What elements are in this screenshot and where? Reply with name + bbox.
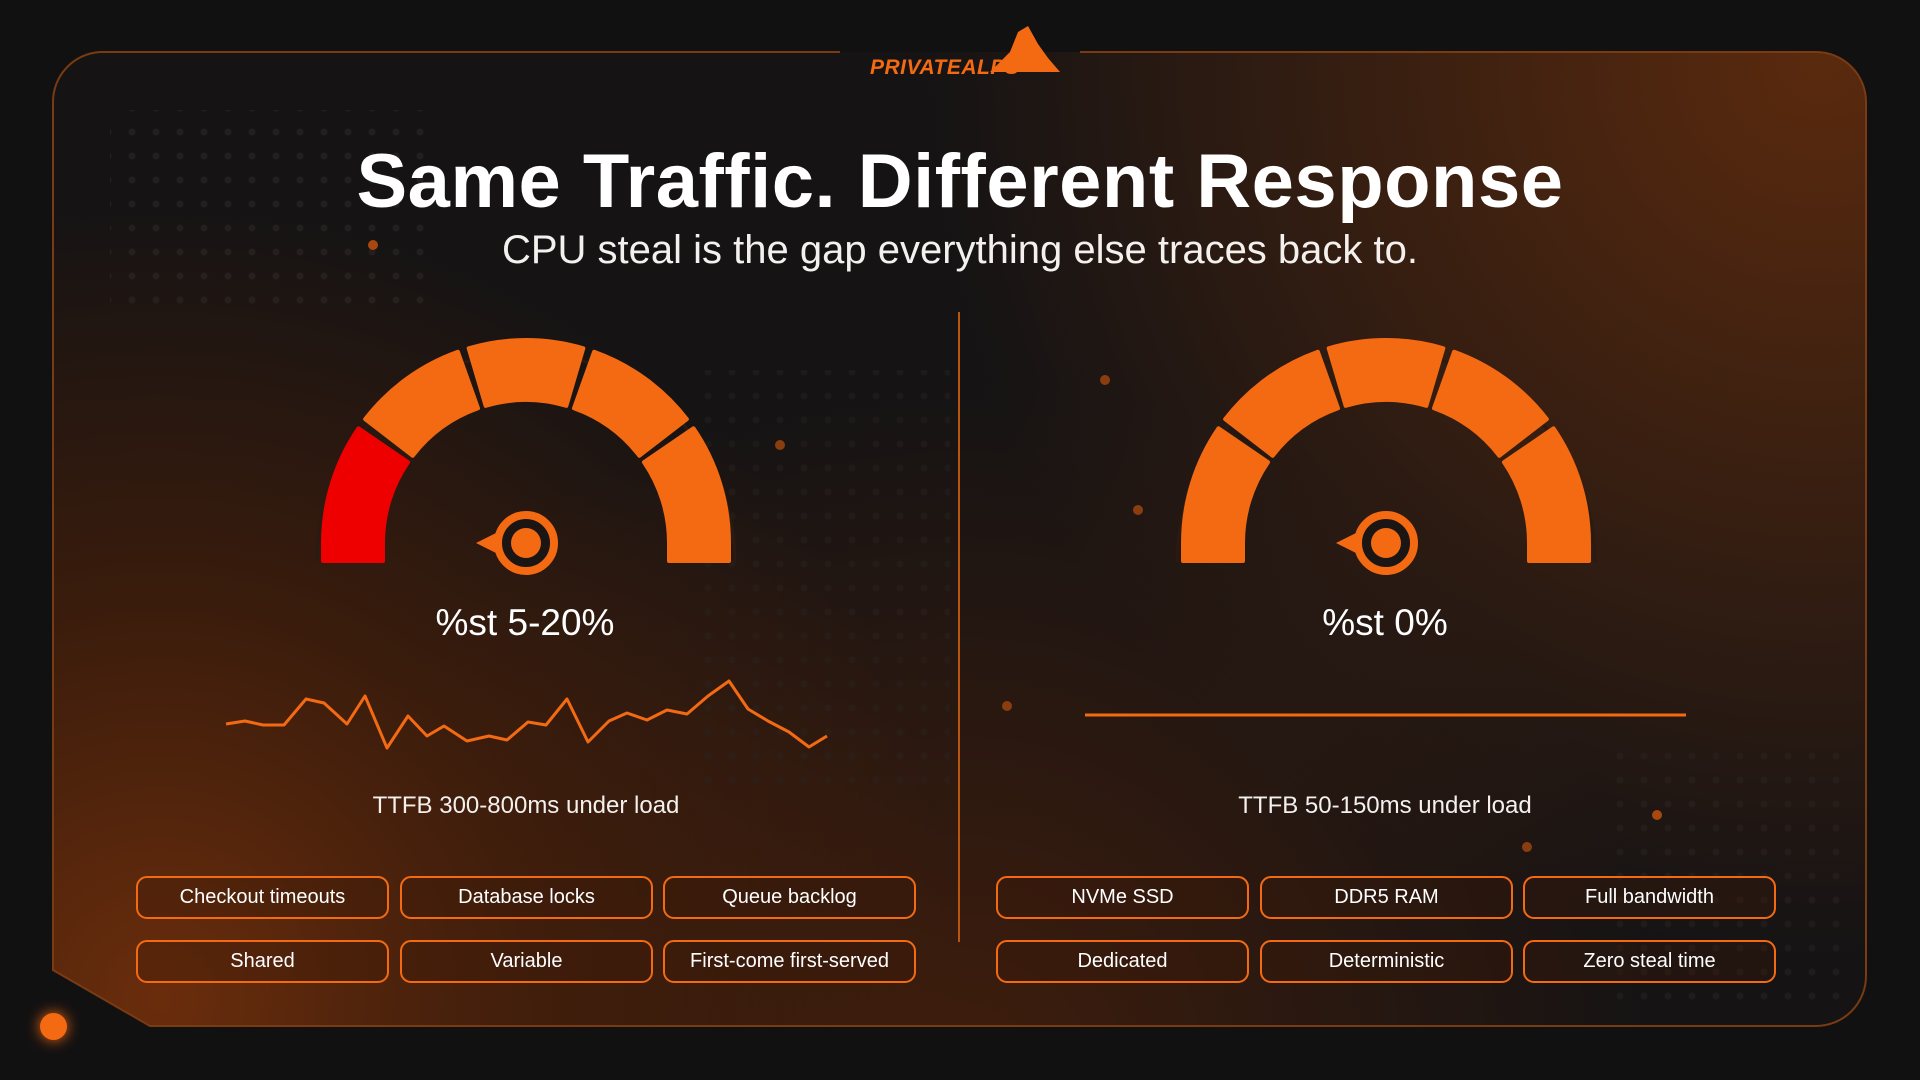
gauge-segment [1181, 426, 1271, 563]
needle-hub-center [1371, 528, 1401, 558]
gauge-segment [641, 426, 731, 563]
gauge-segment [363, 349, 481, 458]
gauge-segment [1431, 349, 1549, 458]
gauge-segment [1326, 337, 1446, 408]
gauge-segment [466, 338, 586, 408]
tag-pill: DDR5 RAM [1260, 876, 1513, 919]
steal-value-dedicated: %st 0% [1322, 602, 1448, 643]
tag-pill: Deterministic [1260, 940, 1513, 983]
gauge-segment [571, 349, 689, 458]
tag-pill: Queue backlog [663, 876, 916, 919]
tag-pill: Database locks [400, 876, 653, 919]
tag-pill: Checkout timeouts [136, 876, 389, 919]
tag-pill: NVMe SSD [996, 876, 1249, 919]
svg-text:PRIVATEALPS: PRIVATEALPS [870, 56, 1019, 78]
gauge-dedicated [1175, 337, 1597, 575]
ttfb-dedicated: TTFB 50-150ms under load [1238, 792, 1532, 819]
privatealps-logo: PRIVATEALPS [870, 26, 1060, 78]
gauge-segment [321, 426, 411, 563]
indicator-dot [40, 1013, 67, 1040]
gauge-shared [315, 338, 737, 575]
ttfb-volatile-line [225, 679, 828, 750]
ttfb-shared: TTFB 300-800ms under load [372, 792, 680, 819]
tag-pill: First-come first-served [663, 940, 916, 983]
needle-hub-center [511, 528, 541, 558]
page-title: Same Traffic. Different Response [356, 139, 1564, 224]
page-subtitle: CPU steal is the gap everything else tra… [501, 228, 1418, 272]
tag-pill: Full bandwidth [1523, 876, 1776, 919]
tag-pill: Dedicated [996, 940, 1249, 983]
tag-pill: Shared [136, 940, 389, 983]
gauge-segment [1223, 349, 1341, 458]
tag-pill: Zero steal time [1523, 940, 1776, 983]
tag-pill: Variable [400, 940, 653, 983]
gauge-segment [1501, 426, 1591, 563]
steal-value-shared: %st 5-20% [435, 602, 615, 643]
